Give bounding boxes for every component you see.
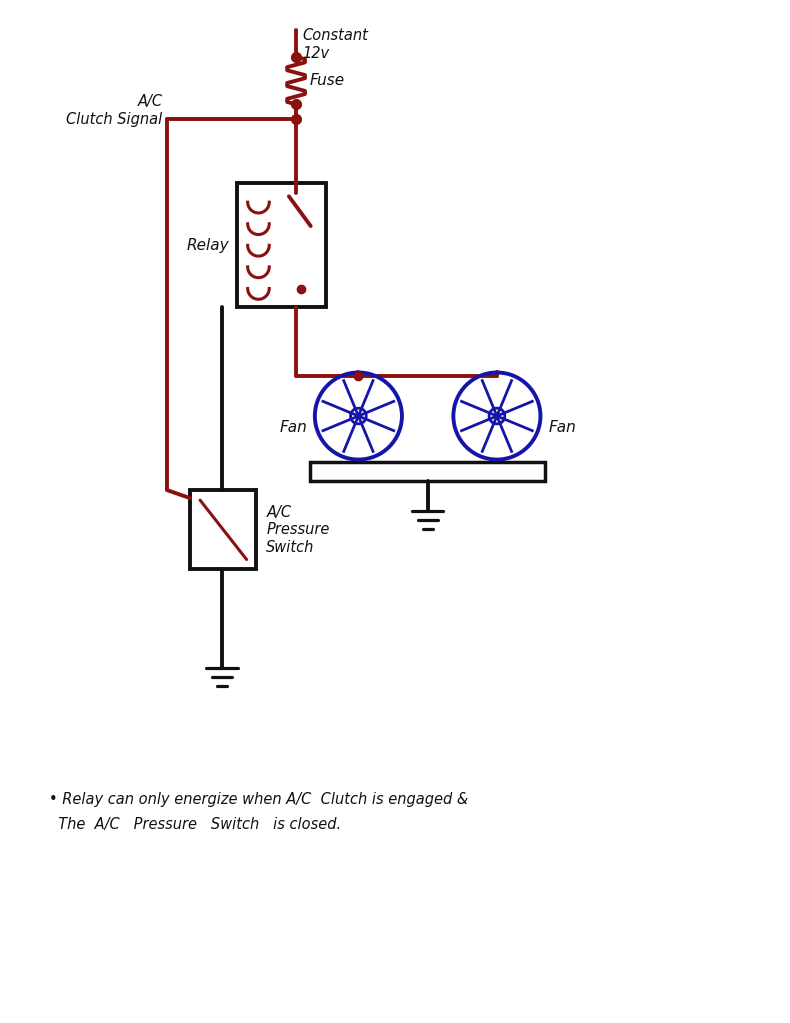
Text: Fan: Fan [548, 420, 576, 436]
Text: Relay: Relay [186, 237, 229, 253]
Bar [310, 461, 545, 482]
Bar [237, 183, 325, 307]
Text: Constant
12v: Constant 12v [302, 29, 368, 60]
Text: A/C
Clutch Signal: A/C Clutch Signal [66, 94, 163, 127]
Text: • Relay can only energize when A/C  Clutch is engaged &: • Relay can only energize when A/C Clutc… [49, 792, 468, 807]
Text: Fan: Fan [279, 420, 307, 436]
Text: Fuse: Fuse [310, 73, 345, 88]
Text: A/C
Pressure
Switch: A/C Pressure Switch [266, 505, 329, 554]
Text: The  A/C   Pressure   Switch   is closed.: The A/C Pressure Switch is closed. [49, 816, 340, 832]
Bar [190, 490, 257, 570]
